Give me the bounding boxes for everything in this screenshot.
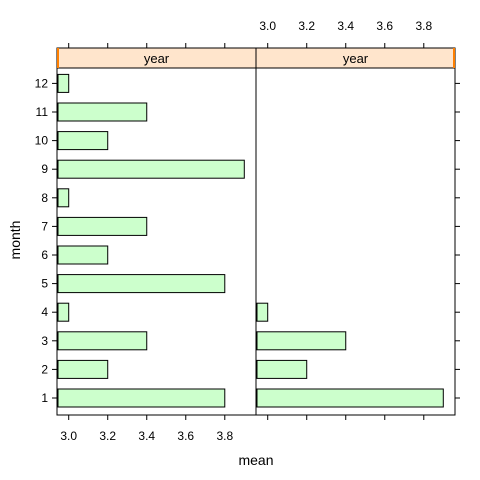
bar-year-panel2-month-2 xyxy=(256,359,308,379)
bar-year-panel1-month-9 xyxy=(57,159,245,179)
strip-marker-right xyxy=(453,48,455,68)
axes-layer: 3.03.03.23.23.43.43.63.63.83.81234567891… xyxy=(35,19,460,443)
x-tick-label-top: 3.0 xyxy=(259,19,276,33)
bar-year-panel1-month-3 xyxy=(57,331,148,351)
strip-marker-left xyxy=(57,48,59,68)
y-tick-label-month-11: 11 xyxy=(36,105,49,119)
y-tick-label-month-12: 12 xyxy=(35,76,49,90)
panel-frame xyxy=(255,67,456,416)
bar-year-panel1-month-11 xyxy=(57,102,148,122)
x-tick-label-bottom: 3.0 xyxy=(60,429,77,443)
panels-layer: year year xyxy=(56,47,456,416)
strip-label: year xyxy=(343,51,369,66)
y-tick-label-month-3: 3 xyxy=(41,334,48,348)
strip-label: year xyxy=(144,51,170,66)
y-tick-label-month-4: 4 xyxy=(41,305,48,319)
y-tick-label-month-8: 8 xyxy=(41,191,48,205)
bar-year-panel1-month-10 xyxy=(57,131,109,151)
bar-year-panel1-month-2 xyxy=(57,359,109,379)
x-tick-label-top: 3.6 xyxy=(376,19,393,33)
x-tick-label-bottom: 3.8 xyxy=(216,429,233,443)
y-axis-title: month xyxy=(7,221,23,260)
bar-year-panel2-month-4 xyxy=(256,302,269,322)
y-tick-label-month-7: 7 xyxy=(41,219,48,233)
x-tick-label-top: 3.8 xyxy=(415,19,432,33)
x-tick-label-bottom: 3.6 xyxy=(177,429,194,443)
bar-year-panel1-month-12 xyxy=(57,73,70,93)
bar-year-panel1-month-4 xyxy=(57,302,70,322)
bar-year-panel1-month-8 xyxy=(57,188,70,208)
x-tick-label-bottom: 3.4 xyxy=(138,429,155,443)
y-tick-label-month-2: 2 xyxy=(41,362,48,376)
bar-year-panel1-month-5 xyxy=(57,274,226,294)
x-tick-label-top: 3.4 xyxy=(337,19,354,33)
bar-year-panel2-month-3 xyxy=(256,331,347,351)
y-tick-label-month-6: 6 xyxy=(41,248,48,262)
x-axis-title: mean xyxy=(238,452,273,468)
y-tick-label-month-1: 1 xyxy=(41,391,48,405)
x-tick-label-bottom: 3.2 xyxy=(99,429,116,443)
y-tick-label-month-9: 9 xyxy=(41,162,48,176)
bar-year-panel1-month-7 xyxy=(57,216,148,236)
y-tick-label-month-5: 5 xyxy=(41,277,48,291)
bar-year-panel1-month-1 xyxy=(57,388,226,408)
x-tick-label-top: 3.2 xyxy=(298,19,315,33)
bar-year-panel1-month-6 xyxy=(57,245,109,265)
y-tick-label-month-10: 10 xyxy=(35,134,49,148)
bar-year-panel2-month-1 xyxy=(256,388,444,408)
